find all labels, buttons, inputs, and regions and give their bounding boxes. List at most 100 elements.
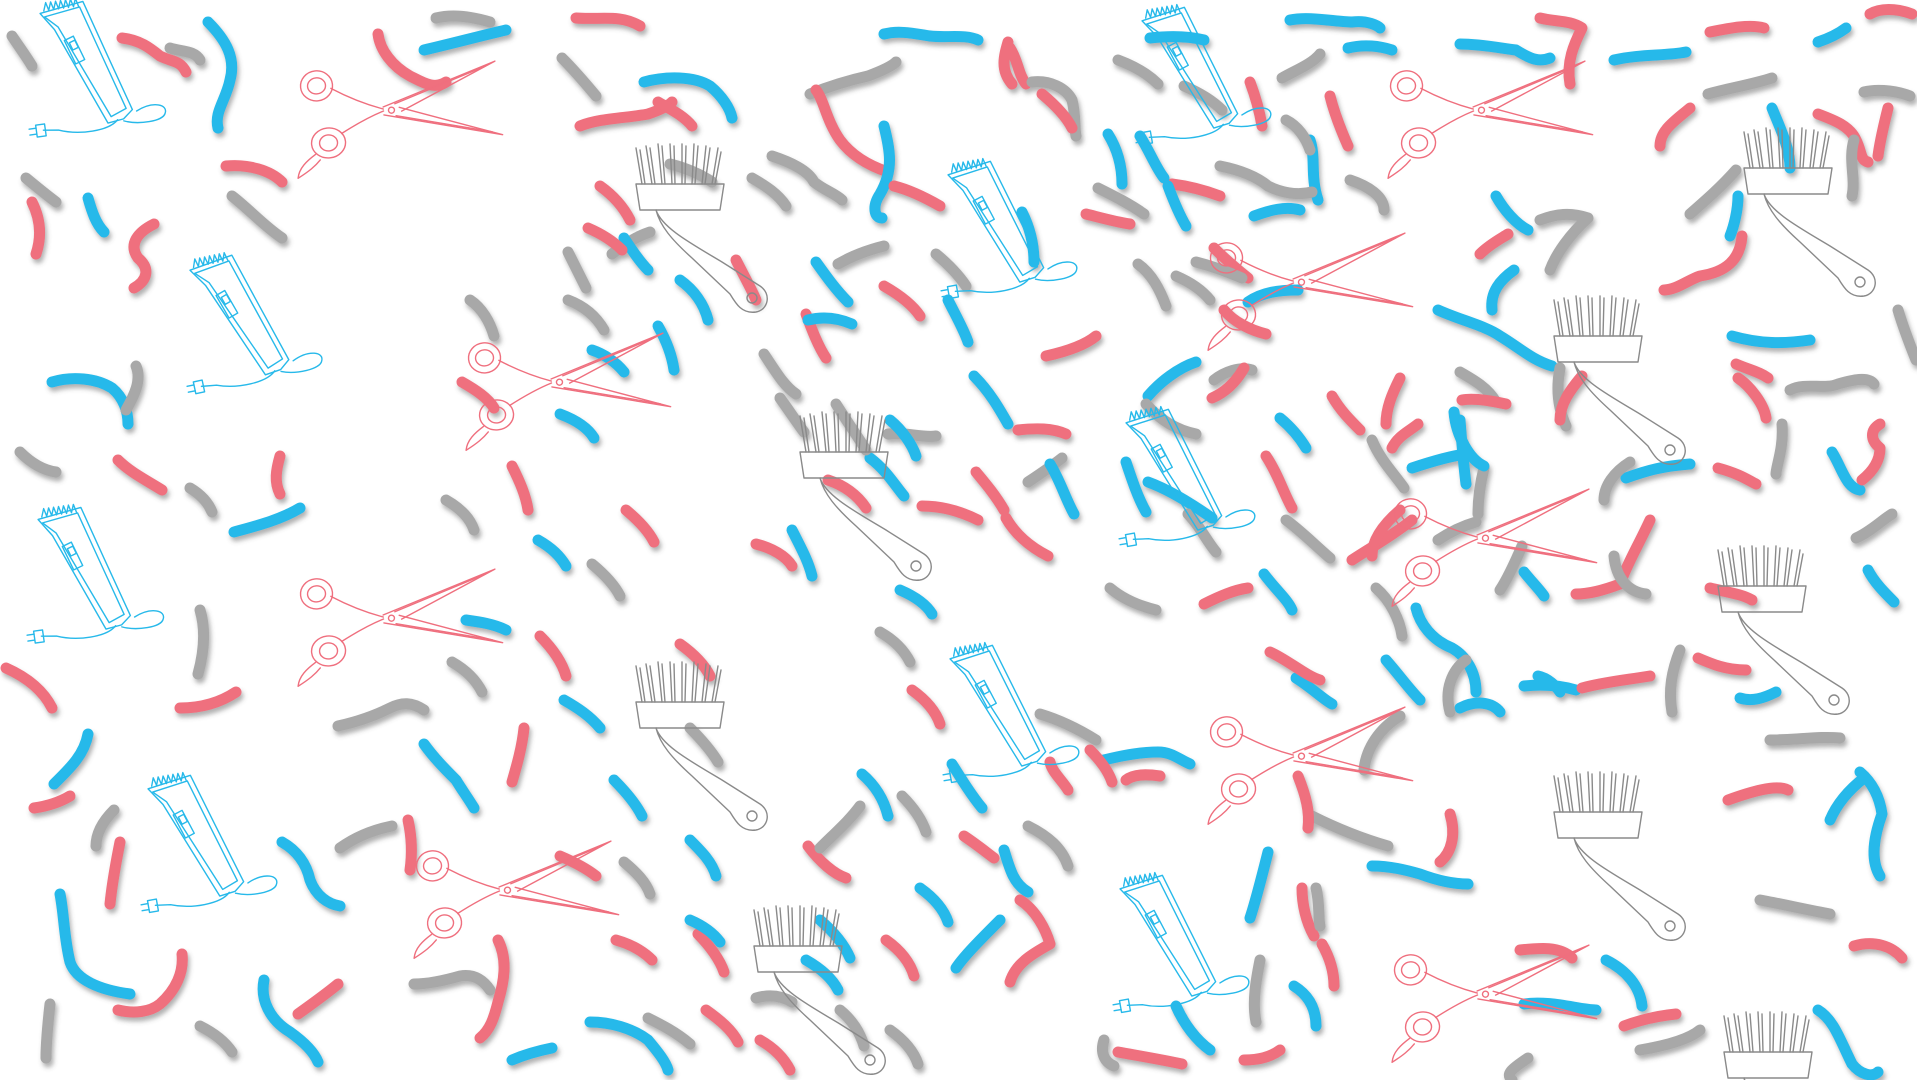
- squiggle-decoration: [1092, 182, 1150, 220]
- squiggle-decoration: [408, 970, 496, 996]
- squiggle-decoration: [532, 534, 572, 572]
- hair-clipper-icon: [160, 236, 325, 398]
- squiggle-decoration: [822, 474, 872, 514]
- squiggle-decoration: [440, 494, 480, 536]
- squiggle-decoration: [276, 836, 346, 912]
- squiggle-decoration: [192, 604, 210, 680]
- squiggle-decoration: [810, 256, 854, 308]
- hair-clipper-icon: [1097, 393, 1258, 551]
- squiggle-decoration: [1486, 264, 1520, 316]
- squiggle-decoration: [1012, 423, 1072, 440]
- squiggle-decoration: [1132, 258, 1172, 312]
- squiggle-decoration: [1812, 22, 1852, 48]
- squiggle-decoration: [506, 460, 534, 516]
- squiggle-decoration: [1292, 770, 1314, 834]
- squiggle-decoration: [652, 96, 698, 132]
- squiggle-decoration: [869, 120, 895, 224]
- squiggle-decoration: [1732, 372, 1772, 424]
- squiggle-decoration: [1684, 164, 1742, 220]
- squiggle-decoration: [1040, 330, 1102, 362]
- squiggle-decoration: [1244, 846, 1274, 924]
- hair-clipper-icon: [1091, 859, 1252, 1017]
- squiggle-decoration: [620, 504, 660, 548]
- hair-clipper-icon: [921, 629, 1082, 787]
- squiggle-decoration: [1264, 646, 1326, 686]
- squiggle-decoration: [880, 934, 920, 982]
- squiggle-decoration: [1004, 894, 1056, 988]
- squiggle-decoration: [1324, 90, 1354, 152]
- squiggle-decoration: [474, 934, 510, 1044]
- squiggle-decoration: [896, 790, 932, 838]
- squiggle-decoration: [1892, 304, 1917, 366]
- squiggle-decoration: [257, 974, 324, 1068]
- squiggle-decoration: [82, 192, 110, 238]
- squiggle-decoration: [1080, 208, 1136, 230]
- squiggle-decoration: [194, 1020, 238, 1058]
- squiggle-decoration: [116, 32, 192, 78]
- squiggle-decoration: [1766, 102, 1796, 174]
- squiggle-decoration: [228, 502, 306, 538]
- squiggle-decoration: [750, 990, 798, 1008]
- squiggle-decoration: [1784, 373, 1880, 396]
- squiggle-decoration: [864, 452, 910, 502]
- squiggle-decoration: [684, 914, 726, 948]
- scissors-icon: [454, 323, 674, 452]
- squiggle-decoration: [464, 294, 500, 342]
- squiggle-decoration: [638, 72, 738, 124]
- squiggle-decoration: [0, 662, 58, 714]
- squiggle-decoration: [1532, 670, 1566, 698]
- squiggle-decoration: [1206, 362, 1250, 404]
- squiggle-decoration: [1503, 1052, 1534, 1080]
- squiggle-decoration: [1170, 270, 1216, 306]
- squiggle-decoration: [1022, 820, 1074, 872]
- squiggle-decoration: [1770, 418, 1788, 480]
- squiggle-decoration: [1142, 476, 1218, 524]
- squiggle-decoration: [112, 948, 188, 1018]
- squiggle-decoration: [506, 1042, 558, 1066]
- squiggle-decoration: [586, 344, 630, 378]
- squiggle-decoration: [1854, 766, 1888, 882]
- squiggle-decoration: [1764, 731, 1846, 746]
- scissors-icon: [1380, 935, 1600, 1064]
- squiggle-decoration: [942, 294, 974, 348]
- squiggle-decoration: [1726, 330, 1816, 349]
- squiggle-decoration: [618, 856, 656, 900]
- squiggle-decoration: [958, 830, 1000, 864]
- squiggle-decoration: [1442, 654, 1472, 718]
- squiggle-decoration: [174, 686, 242, 714]
- squiggle-decoration: [1238, 1044, 1286, 1066]
- squiggle-decoration: [1248, 202, 1306, 222]
- squiggle-decoration: [1862, 564, 1900, 608]
- squiggle-decoration: [48, 728, 94, 790]
- squiggle-decoration: [506, 722, 530, 788]
- squiggle-decoration: [582, 222, 628, 256]
- squiggle-decoration: [774, 392, 810, 438]
- squiggle-decoration: [418, 24, 512, 56]
- afro-pick-comb-icon: [1717, 545, 1850, 715]
- squiggle-decoration: [1044, 756, 1074, 796]
- squiggle-decoration: [1244, 76, 1268, 132]
- squiggle-decoration: [164, 42, 206, 66]
- squiggle-decoration: [1494, 540, 1528, 596]
- squiggle-decoration: [674, 274, 714, 326]
- squiggle-decoration: [446, 656, 488, 698]
- squiggle-decoration: [1472, 462, 1490, 520]
- squiggle-decoration: [1872, 102, 1894, 162]
- afro-pick-comb-icon: [1553, 771, 1686, 941]
- squiggle-decoration: [1112, 54, 1164, 90]
- squiggle-decoration: [1310, 882, 1326, 932]
- squiggle-decoration: [112, 454, 168, 496]
- squiggle-decoration: [800, 954, 844, 996]
- scissors-icon: [1380, 479, 1600, 608]
- squiggle-decoration: [970, 466, 1010, 516]
- squiggle-decoration: [804, 56, 902, 100]
- squiggle-decoration: [1120, 769, 1166, 786]
- squiggle-decoration: [830, 398, 872, 456]
- squiggle-decoration: [1618, 1008, 1682, 1032]
- squiggle-decoration: [556, 52, 602, 102]
- squiggle-decoration: [120, 360, 144, 416]
- squiggle-decoration: [1242, 284, 1304, 308]
- squiggle-decoration: [1162, 180, 1192, 232]
- squiggle-decoration: [534, 630, 572, 682]
- squiggle-decoration: [766, 150, 848, 206]
